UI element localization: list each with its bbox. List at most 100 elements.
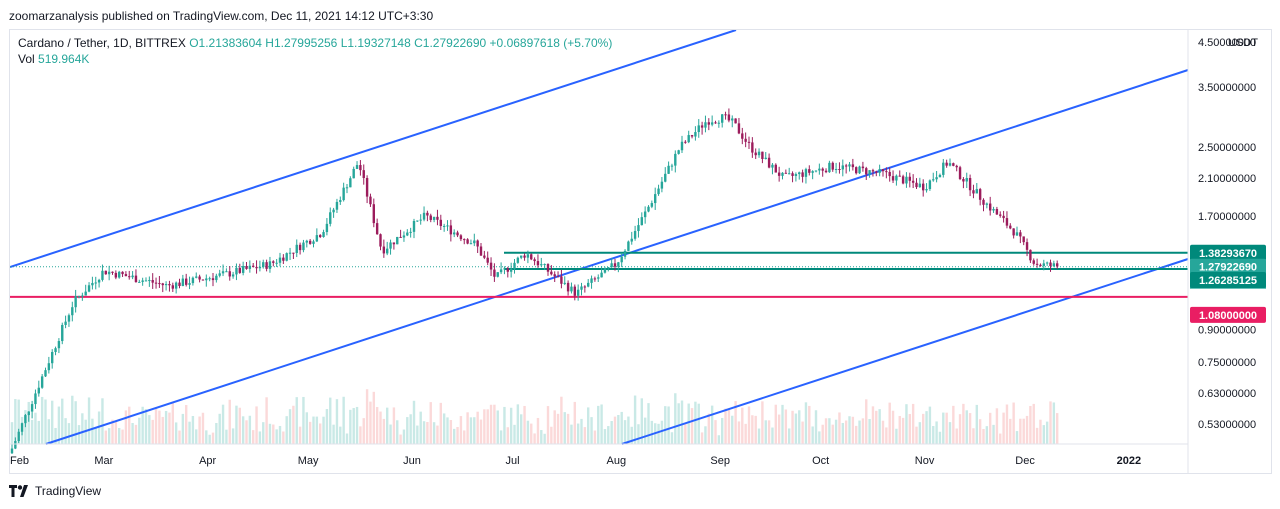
volume-bar — [985, 426, 989, 444]
candle-body — [777, 172, 781, 176]
volume-bar — [814, 410, 818, 444]
volume-bar — [456, 426, 459, 444]
volume-bar — [630, 426, 633, 444]
candle-body — [131, 275, 134, 278]
publisher-header: zoomarzanalysis published on TradingView… — [9, 9, 434, 23]
volume-bar — [1056, 413, 1059, 444]
volume-bar — [252, 430, 255, 444]
candle-body — [275, 262, 278, 264]
volume-bar — [540, 430, 543, 444]
candle-body — [885, 171, 888, 173]
candle-body — [523, 255, 526, 258]
candle-body — [426, 212, 429, 216]
candle-body — [925, 189, 928, 191]
volume-bar — [731, 415, 734, 444]
volume-bar — [1019, 418, 1022, 444]
y-tick-label: 0.75000000 — [1198, 357, 1256, 369]
candle-body — [148, 280, 151, 282]
candle-body — [764, 157, 767, 159]
volume-bar — [955, 428, 958, 444]
candle-body — [1005, 218, 1009, 226]
volume-bar — [419, 411, 422, 444]
volume-bar — [915, 426, 918, 444]
candle-body — [412, 220, 416, 232]
y-tick-label: 1.70000000 — [1198, 211, 1256, 223]
volume-bar — [496, 410, 499, 444]
candle-body — [469, 243, 473, 245]
volume-bar — [962, 403, 965, 444]
volume-bar — [476, 411, 479, 444]
volume-bar — [302, 396, 305, 444]
volume-bar — [51, 400, 54, 444]
tradingview-logo[interactable]: TradingView — [9, 484, 101, 498]
candle-body — [466, 239, 469, 244]
candle-body — [282, 257, 285, 261]
candle-body — [781, 172, 784, 176]
volume-bar — [205, 430, 208, 444]
volume-bar — [714, 420, 717, 444]
volume-bar — [449, 420, 453, 444]
candle-body — [359, 165, 362, 171]
volume-bar — [965, 410, 968, 444]
candle-body — [865, 168, 868, 175]
candle-body — [201, 279, 205, 281]
volume-bar — [221, 404, 225, 444]
candle-body — [1025, 242, 1029, 250]
candle-body — [154, 282, 158, 284]
volume-bar — [248, 415, 252, 444]
candle-body — [674, 153, 677, 166]
candle-body — [597, 277, 600, 279]
volume-bar — [831, 424, 834, 444]
volume-bar — [690, 408, 694, 444]
candle-body — [509, 268, 513, 272]
candle-body — [305, 240, 308, 243]
support-badge: 1.08000000 — [1199, 310, 1257, 322]
candle-body — [767, 157, 771, 168]
volume-bar — [379, 411, 382, 444]
volume-bar — [841, 422, 844, 444]
volume-bar — [791, 410, 794, 444]
trend-line — [621, 258, 1189, 445]
candle-body — [168, 284, 171, 286]
volume-bar — [978, 419, 982, 444]
candle-body — [225, 271, 228, 273]
volume-bar — [94, 427, 97, 444]
volume-bar — [114, 420, 118, 444]
volume-bar — [483, 409, 486, 444]
volume-bar — [928, 406, 932, 444]
candle-body — [386, 248, 389, 254]
y-tick-label: 2.50000000 — [1198, 142, 1256, 154]
candle-body — [258, 266, 262, 269]
candle-body — [231, 274, 235, 277]
x-tick-label: May — [298, 455, 319, 467]
candle-body — [942, 162, 945, 175]
x-tick-label: Sep — [710, 455, 730, 467]
trend-channel — [10, 30, 1189, 445]
volume-label: Vol — [18, 52, 35, 66]
candle-body — [861, 166, 865, 169]
volume-bar — [1022, 418, 1025, 444]
volume-bar — [523, 405, 526, 444]
volume-bar — [161, 416, 164, 444]
candle-body — [191, 277, 195, 284]
volume-bar — [1045, 421, 1049, 444]
volume-bar — [121, 429, 124, 444]
price-chart[interactable]: 4.50000000 3.50000000 2.50000000 2.10000000… — [10, 30, 1272, 474]
ohlc-open: O1.21383604 — [189, 36, 262, 50]
volume-bar — [881, 420, 885, 444]
candle-body — [47, 363, 51, 371]
volume-bar — [235, 405, 238, 444]
chart-frame — [9, 29, 1272, 474]
candle-body — [503, 268, 506, 270]
volume-bar — [684, 422, 687, 444]
volume-bar — [982, 428, 985, 444]
volume-bar — [844, 420, 848, 444]
candle-body — [1056, 263, 1059, 267]
candle-body — [754, 152, 757, 156]
volume-bar — [1035, 427, 1039, 444]
candle-body — [40, 376, 44, 388]
candle-body — [985, 203, 989, 205]
volume-bar — [124, 410, 128, 444]
candle-body — [67, 315, 71, 322]
candle-body — [449, 225, 453, 235]
